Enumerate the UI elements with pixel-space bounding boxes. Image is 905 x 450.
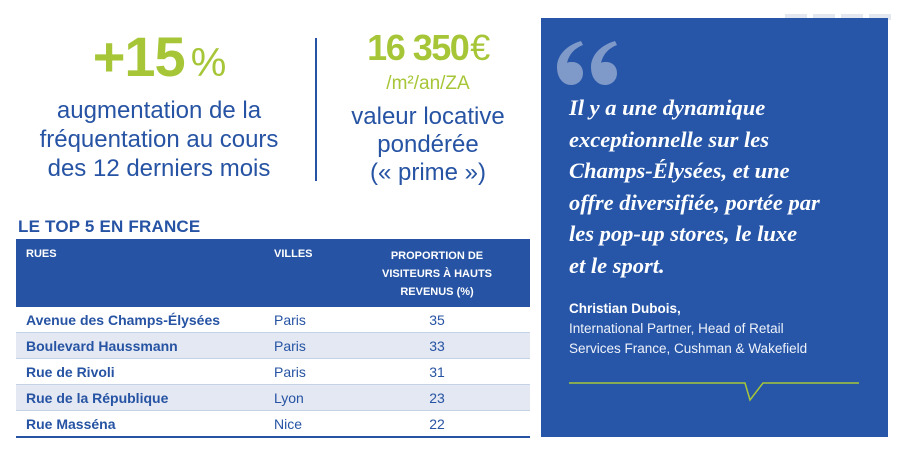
opening-quote-icon xyxy=(557,41,617,85)
quote-line: et le sport. xyxy=(569,252,665,278)
stat-loyer-description: valeur locative pondérée (« prime ») xyxy=(328,103,528,187)
cell-ville: Paris xyxy=(264,332,344,359)
quote-attribution: Christian Dubois, International Partner,… xyxy=(569,299,874,359)
cell-rue: Rue de la République xyxy=(16,384,264,411)
column-header-proportion: PROPORTION DE VISITEURS À HAUTS REVENUS … xyxy=(344,239,530,307)
table-header-row: RUES VILLES PROPORTION DE VISITEURS À HA… xyxy=(16,239,530,307)
table-row: Rue de Rivoli Paris 31 xyxy=(16,358,530,385)
decorative-dashes xyxy=(785,7,897,25)
cell-ville: Nice xyxy=(264,410,344,438)
decorative-dash xyxy=(785,14,807,20)
cell-ville: Paris xyxy=(264,307,344,333)
description-line: augmentation de la xyxy=(56,97,262,124)
stat-frequentation: +15% augmentation de la fréquentation au… xyxy=(14,26,304,183)
decorative-dash xyxy=(869,14,891,20)
cell-rue: Boulevard Haussmann xyxy=(16,332,264,359)
cell-proportion: 35 xyxy=(344,307,530,333)
column-header-villes: VILLES xyxy=(264,239,344,307)
description-line: des 12 derniers mois xyxy=(47,155,271,182)
cell-rue: Rue de Rivoli xyxy=(16,358,264,385)
decorative-dash xyxy=(813,14,835,20)
description-line: pondérée xyxy=(377,131,479,158)
header-line: PROPORTION DE xyxy=(390,250,484,262)
quote-panel xyxy=(541,18,888,437)
cell-proportion: 31 xyxy=(344,358,530,385)
header-line: VISITEURS À HAUTS xyxy=(381,268,492,280)
stat-loyer-value: 16 350 xyxy=(367,27,470,68)
stat-loyer: 16 350€ /m²/an/ZA valeur locative pondér… xyxy=(328,26,528,187)
description-line: valeur locative xyxy=(351,103,505,130)
cell-ville: Paris xyxy=(264,358,344,385)
role-line: International Partner, Head of Retail xyxy=(569,321,784,336)
cell-proportion: 33 xyxy=(344,332,530,359)
cell-proportion: 22 xyxy=(344,410,530,438)
cell-rue: Avenue des Champs-Élysées xyxy=(16,307,264,333)
role-line: Services France, Cushman & Wakefield xyxy=(569,341,808,356)
stat-divider xyxy=(315,38,317,181)
cell-rue: Rue Masséna xyxy=(16,410,264,438)
stat-loyer-figure: 16 350€ xyxy=(328,26,528,70)
quote-line: offre diversifiée, portée par xyxy=(569,189,820,215)
quote-line: exceptionnelle sur les xyxy=(569,126,769,152)
quote-author-role: International Partner, Head of Retail Se… xyxy=(569,319,874,359)
table-row: Rue Masséna Nice 22 xyxy=(16,410,530,438)
stat-frequentation-unit: % xyxy=(190,41,227,85)
cell-proportion: 23 xyxy=(344,384,530,411)
quote-author-name: Christian Dubois, xyxy=(569,301,681,316)
header-line: REVENUS (%) xyxy=(400,286,474,298)
description-line: fréquentation au cours xyxy=(39,126,279,153)
column-header-rues: RUES xyxy=(16,239,264,307)
stat-frequentation-figure: +15% xyxy=(14,26,304,94)
table-row: Rue de la République Lyon 23 xyxy=(16,384,530,411)
cell-ville: Lyon xyxy=(264,384,344,411)
top5-table: RUES VILLES PROPORTION DE VISITEURS À HA… xyxy=(16,239,530,438)
quote-line: Il y a une dynamique xyxy=(569,95,766,120)
decorative-dash xyxy=(841,14,863,20)
table-title: LE TOP 5 EN FRANCE xyxy=(18,217,201,236)
quote-line: les pop-up stores, le luxe xyxy=(569,221,798,246)
table-row: Boulevard Haussmann Paris 33 xyxy=(16,332,530,359)
stat-frequentation-value: +15 xyxy=(92,25,186,88)
stat-loyer-currency: € xyxy=(470,27,490,68)
description-line: (« prime ») xyxy=(369,159,487,186)
table-row: Avenue des Champs-Élysées Paris 35 xyxy=(16,307,530,333)
quote-line: Champs-Élysées, et une xyxy=(569,158,790,183)
speech-bubble-tail-icon xyxy=(569,382,859,402)
stat-frequentation-description: augmentation de la fréquentation au cour… xyxy=(14,96,304,183)
stat-loyer-unit: /m²/an/ZA xyxy=(386,73,470,94)
quote-text: Il y a une dynamique exceptionnelle sur … xyxy=(569,92,874,281)
